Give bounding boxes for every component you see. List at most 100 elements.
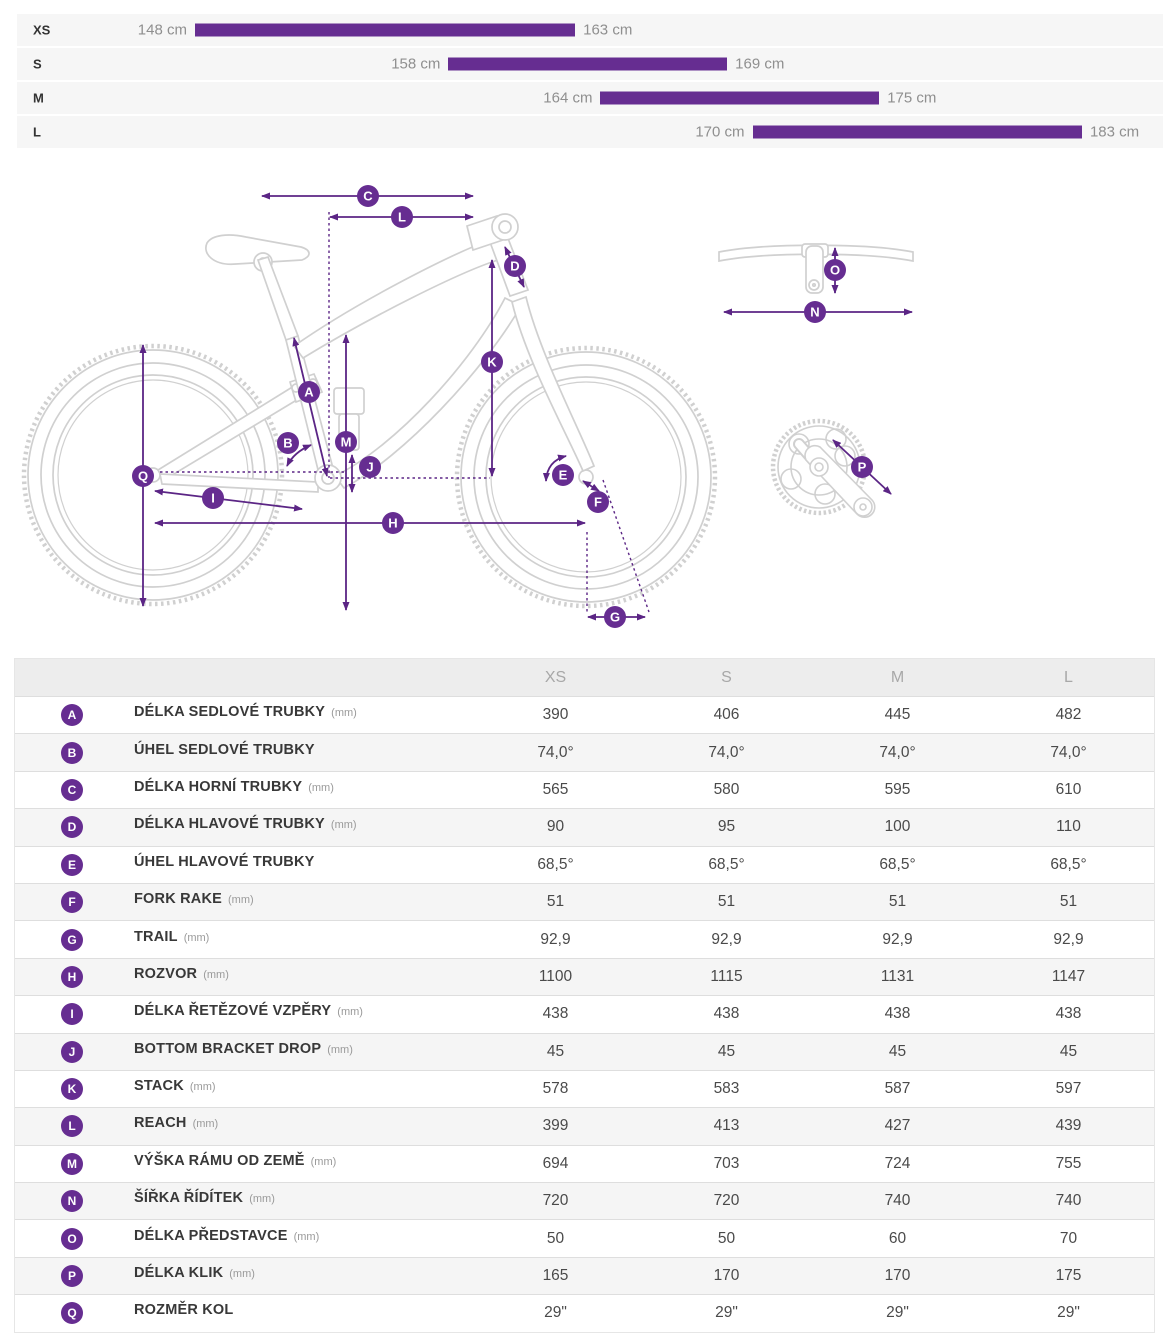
table-header: XS S M L (15, 659, 1154, 696)
value-m: 427 (884, 1117, 911, 1135)
svg-text:D: D (510, 259, 519, 274)
row-label: DÉLKA ŘETĚZOVÉ VZPĚRY (134, 1003, 332, 1020)
diagram-badges: A B C D E F G H I J K L M N O P Q (132, 185, 873, 628)
row-unit: (mm) (228, 894, 254, 907)
row-label: DÉLKA SEDLOVÉ TRUBKY (134, 704, 326, 721)
value-xs: 399 (542, 1117, 569, 1135)
value-l: 438 (1055, 1005, 1082, 1023)
table-row-p: P DÉLKA KLIK (mm) 165 170 170 175 (15, 1256, 1154, 1295)
value-s: 413 (713, 1117, 740, 1135)
row-unit: (mm) (330, 819, 357, 832)
height-bar-row-s: S 158 cm 169 cm (17, 48, 1163, 80)
row-letter-badge: D (61, 816, 83, 839)
svg-text:F: F (594, 495, 602, 510)
value-xs: 438 (542, 1005, 569, 1023)
value-l: 51 (1059, 893, 1078, 911)
height-range-bar (600, 91, 880, 105)
max-height-label: 183 cm (1089, 123, 1140, 141)
row-label: VÝŠKA RÁMU OD ZEMĚ (134, 1152, 305, 1169)
value-xs: 68,5° (537, 855, 574, 873)
value-s: 74,0° (708, 743, 745, 761)
diagram-badge-n: N (804, 301, 826, 323)
row-label: REACH (134, 1115, 187, 1132)
diagram-badge-b: B (277, 432, 299, 454)
row-letter-badge: G (61, 928, 83, 951)
row-label-cell: G TRAIL (mm) (15, 928, 470, 951)
table-row-m: M VÝŠKA RÁMU OD ZEMĚ (mm) 694 703 724 755 (15, 1144, 1154, 1183)
value-xs: 390 (542, 706, 569, 724)
row-label-cell: P DÉLKA KLIK (mm) (15, 1265, 470, 1288)
svg-text:B: B (283, 436, 292, 451)
svg-text:H: H (388, 516, 397, 531)
height-bar-row-m: M 164 cm 175 cm (17, 82, 1163, 114)
column-header-s: S (721, 668, 732, 686)
row-label-cell: B ÚHEL SEDLOVÉ TRUBKY (15, 741, 470, 764)
row-label: ROZMĚR KOL (134, 1302, 234, 1319)
row-letter-badge: N (61, 1190, 83, 1213)
row-letter-badge: A (61, 704, 83, 727)
row-label: DÉLKA HORNÍ TRUBKY (134, 778, 303, 795)
diagram-badge-i: I (202, 487, 224, 509)
row-label-cell: J BOTTOM BRACKET DROP (mm) (15, 1040, 470, 1063)
min-height-label: 148 cm (137, 21, 187, 39)
value-xs: 565 (542, 780, 569, 798)
svg-text:I: I (211, 491, 215, 506)
value-m: 587 (884, 1080, 911, 1098)
value-l: 175 (1055, 1267, 1082, 1285)
row-label: ŠÍŘKA ŘÍDÍTEK (134, 1190, 244, 1207)
table-row-o: O DÉLKA PŘEDSTAVCE (mm) 50 50 60 70 (15, 1219, 1154, 1257)
row-label: STACK (134, 1078, 184, 1095)
row-unit: (mm) (331, 707, 357, 720)
row-unit: (mm) (203, 968, 229, 981)
row-label-cell: F FORK RAKE (mm) (15, 891, 470, 914)
value-xs: 45 (546, 1042, 565, 1060)
row-label: ROZVOR (134, 965, 198, 982)
row-unit: (mm) (183, 931, 210, 944)
value-s: 438 (713, 1005, 740, 1023)
value-l: 68,5° (1050, 855, 1087, 873)
diagram-badge-c: C (357, 185, 379, 207)
bike-side-view (21, 213, 718, 609)
value-l: 597 (1055, 1080, 1082, 1098)
row-label: DÉLKA PŘEDSTAVCE (134, 1227, 288, 1244)
max-height-label: 169 cm (735, 55, 785, 73)
value-l: 29" (1057, 1304, 1080, 1322)
row-unit: (mm) (229, 1268, 255, 1281)
value-s: 170 (713, 1267, 740, 1285)
diagram-badge-k: K (481, 351, 503, 373)
table-row-i: I DÉLKA ŘETĚZOVÉ VZPĚRY (mm) 438 438 438 438 (15, 995, 1154, 1033)
value-m: 724 (884, 1154, 911, 1172)
svg-text:P: P (858, 460, 867, 475)
value-l: 439 (1055, 1117, 1082, 1135)
row-label-cell: I DÉLKA ŘETĚZOVÉ VZPĚRY (mm) (15, 1003, 470, 1026)
value-xs: 694 (542, 1154, 569, 1172)
value-s: 583 (713, 1080, 740, 1098)
table-row-j: J BOTTOM BRACKET DROP (mm) 45 45 45 45 (15, 1032, 1154, 1070)
value-m: 445 (884, 706, 911, 724)
value-s: 51 (717, 893, 736, 911)
value-m: 60 (888, 1229, 907, 1247)
diagram-badge-m: M (335, 431, 357, 453)
value-m: 100 (884, 818, 911, 836)
geometry-table: XS S M L A DÉLKA SEDLOVÉ TRUBKY (mm) 390 406 445 4… (14, 658, 1155, 1333)
row-letter-badge: M (61, 1152, 83, 1175)
diagram-badge-a: A (298, 381, 320, 403)
row-unit: (mm) (293, 1230, 320, 1243)
value-s: 720 (713, 1192, 740, 1210)
row-label: DÉLKA HLAVOVÉ TRUBKY (134, 816, 325, 833)
svg-text:L: L (398, 210, 406, 225)
min-height-label: 170 cm (695, 123, 745, 141)
row-letter-badge: H (61, 965, 83, 988)
value-m: 68,5° (879, 855, 916, 873)
value-m: 740 (884, 1192, 911, 1210)
height-range-bar (752, 125, 1082, 139)
table-row-k: K STACK (mm) 578 583 587 597 (15, 1069, 1154, 1108)
value-l: 1147 (1051, 967, 1086, 985)
value-l: 610 (1055, 780, 1082, 798)
table-row-f: F FORK RAKE (mm) 51 51 51 51 (15, 882, 1154, 921)
svg-text:K: K (487, 355, 497, 370)
value-s: 29" (715, 1304, 738, 1322)
max-height-label: 163 cm (583, 21, 633, 39)
row-letter-badge: Q (61, 1302, 83, 1325)
value-m: 1131 (880, 967, 915, 985)
